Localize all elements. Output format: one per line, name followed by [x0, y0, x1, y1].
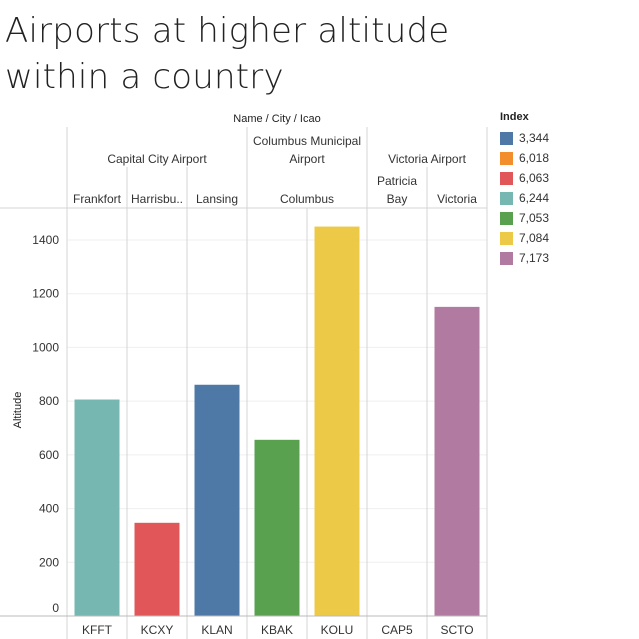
legend: Index 3,344 6,018 6,063 6,244 7,053 7,084 7,17… [500, 111, 549, 268]
y-tick-label: 1400 [32, 233, 59, 247]
city-label: Columbus [280, 192, 334, 206]
legend-title: Index [500, 111, 529, 123]
y-tick-label: 200 [39, 555, 59, 569]
icao-label: KLAN [201, 623, 232, 637]
icao-label: KBAK [261, 623, 293, 637]
icao-label: CAP5 [381, 623, 413, 637]
legend-item: 7,084 [500, 228, 549, 248]
legend-items: 3,344 6,018 6,063 6,244 7,053 7,084 7,173 [500, 128, 549, 268]
legend-swatch [500, 191, 513, 205]
icao-label: KCXY [141, 623, 174, 637]
icao-label: KOLU [321, 623, 354, 637]
legend-swatch [500, 151, 513, 165]
group-name-label: Victoria Airport [388, 152, 466, 166]
legend-label: 7,084 [519, 231, 550, 245]
bar-kcxy [134, 522, 180, 616]
legend-label: 7,173 [519, 251, 550, 265]
header-caption: Name / City / Icao [233, 113, 320, 125]
y-tick-label: 600 [39, 448, 59, 462]
icao-label: SCTO [440, 623, 473, 637]
group-name-label: Capital City Airport [107, 152, 207, 166]
bar-kfft [74, 399, 120, 616]
city-label: Lansing [196, 192, 238, 206]
legend-item: 3,344 [500, 128, 549, 148]
city-label: Frankfort [73, 192, 122, 206]
legend-item: 6,018 [500, 148, 549, 168]
chart-title-line-2: within a country [5, 57, 284, 97]
bar-kbak [254, 439, 300, 616]
y-tick-label: 0 [52, 601, 59, 615]
bar-kolu [314, 226, 360, 617]
legend-item: 7,173 [500, 248, 549, 268]
legend-item: 6,244 [500, 188, 549, 208]
legend-label: 6,018 [519, 151, 550, 165]
legend-label: 7,053 [519, 211, 550, 225]
legend-swatch [500, 131, 513, 145]
legend-label: 6,063 [519, 171, 550, 185]
legend-swatch [500, 171, 513, 185]
group-name-label: Airport [289, 152, 325, 166]
icao-label: KFFT [82, 623, 113, 637]
city-label: Bay [387, 192, 408, 206]
chart-title-line-1: Airports at higher altitude [5, 11, 450, 51]
legend-swatch [500, 231, 513, 245]
bar-klan [194, 384, 240, 616]
legend-swatch [500, 211, 513, 225]
legend-label: 3,344 [519, 131, 550, 145]
city-label: Patricia [377, 174, 417, 188]
y-axis-label: Altitude [12, 392, 24, 429]
legend-swatch [500, 251, 513, 265]
legend-label: 6,244 [519, 191, 550, 205]
bar-scto [434, 306, 480, 616]
legend-item: 6,063 [500, 168, 549, 188]
city-label: Harrisbu.. [131, 192, 183, 206]
legend-item: 7,053 [500, 208, 549, 228]
y-tick-label: 400 [39, 502, 59, 516]
group-name-label: Columbus Municipal [253, 134, 361, 148]
city-label: Victoria [437, 192, 477, 206]
y-tick-label: 1200 [32, 287, 59, 301]
chart-title: Airports at higher altitude within a cou… [5, 8, 449, 100]
y-tick-label: 1000 [32, 340, 59, 354]
y-tick-label: 800 [39, 394, 59, 408]
